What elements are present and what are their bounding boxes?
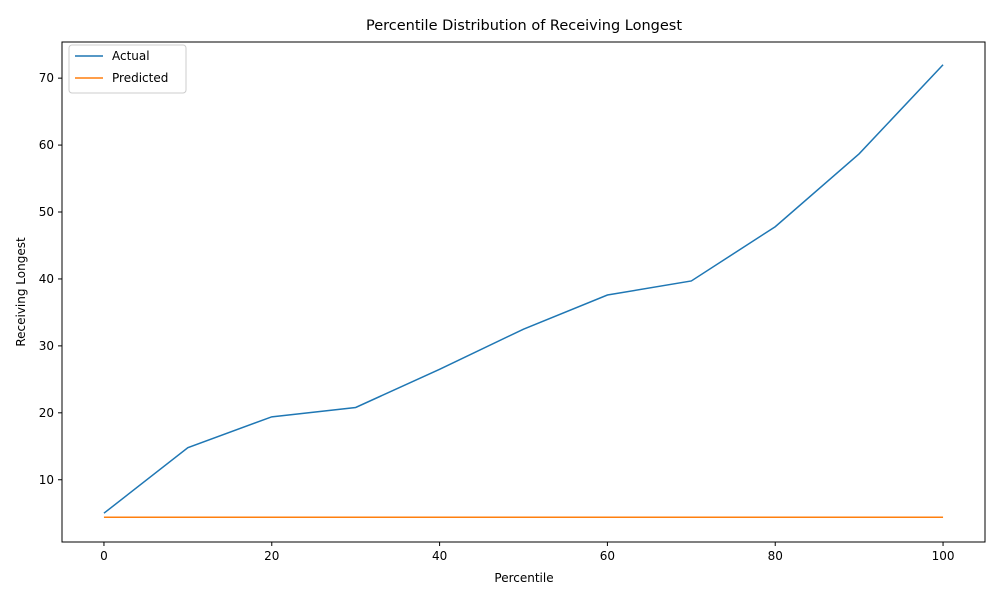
series-line-actual [103,64,944,514]
y-tick-label: 40 [39,272,54,286]
x-tick-label: 100 [932,549,955,563]
y-tick-label: 20 [39,406,54,420]
y-tick-label: 10 [39,473,54,487]
y-axis-label: Receiving Longest [14,237,28,347]
y-tick-label: 50 [39,205,54,219]
x-axis-ticks: 0 20 40 60 80 100 [100,542,954,563]
x-tick-label: 0 [100,549,108,563]
series-layer [103,64,944,518]
y-tick-label: 60 [39,138,54,152]
x-axis-label: Percentile [494,571,553,585]
y-axis-ticks: 10 20 30 40 50 60 70 [39,71,62,487]
legend-label-actual: Actual [112,49,150,63]
x-tick-label: 80 [768,549,783,563]
y-tick-label: 70 [39,71,54,85]
y-tick-label: 30 [39,339,54,353]
legend-box [68,44,187,94]
x-tick-label: 60 [600,549,615,563]
plot-frame [61,41,986,543]
x-tick-label: 20 [264,549,279,563]
legend: Actual Predicted [68,44,187,94]
x-tick-label: 40 [432,549,447,563]
legend-label-predicted: Predicted [112,71,168,85]
chart-title: Percentile Distribution of Receiving Lon… [366,18,682,34]
